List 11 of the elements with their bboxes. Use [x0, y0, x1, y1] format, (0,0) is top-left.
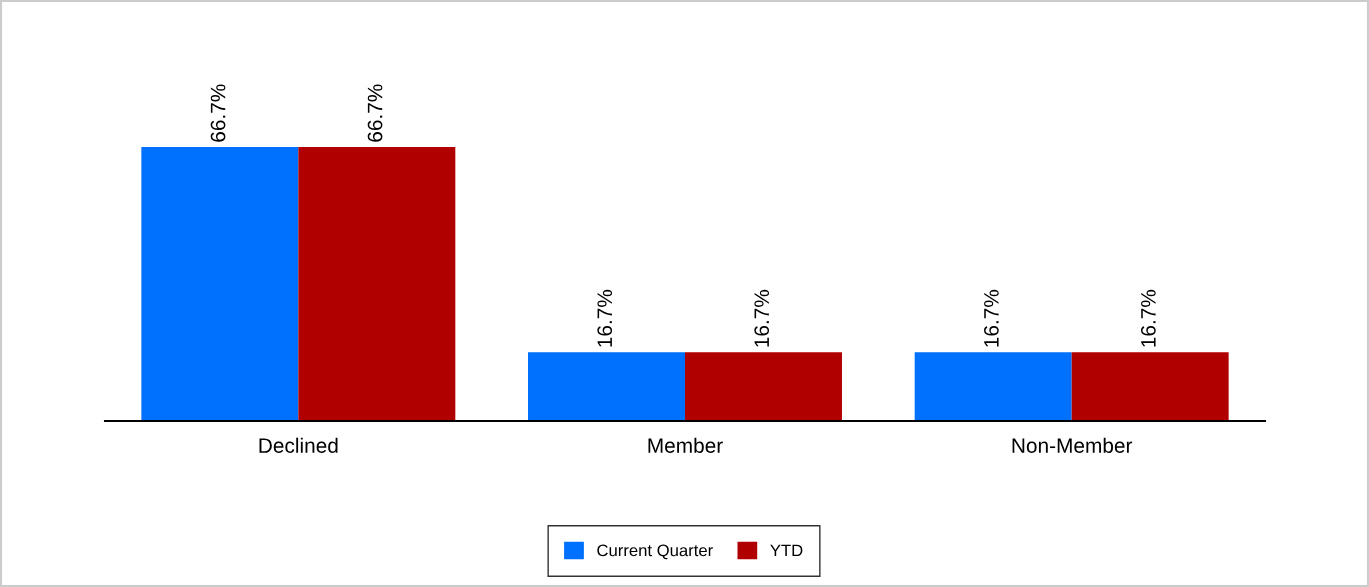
legend-label: Current Quarter	[597, 544, 713, 560]
x-tick-label: Declined	[259, 437, 338, 453]
data-label: 16.7%	[984, 289, 999, 347]
data-label: 66.7%	[367, 84, 383, 142]
x-tick-label: Member	[648, 437, 723, 453]
data-label: 16.7%	[597, 289, 613, 347]
data-label: 66.7%	[210, 84, 226, 142]
x-tick-label: Non-Member	[1012, 437, 1133, 453]
legend-label: YTD	[770, 544, 803, 557]
data-label: 16.7%	[754, 289, 770, 347]
data-label: 16.7%	[1141, 289, 1156, 347]
